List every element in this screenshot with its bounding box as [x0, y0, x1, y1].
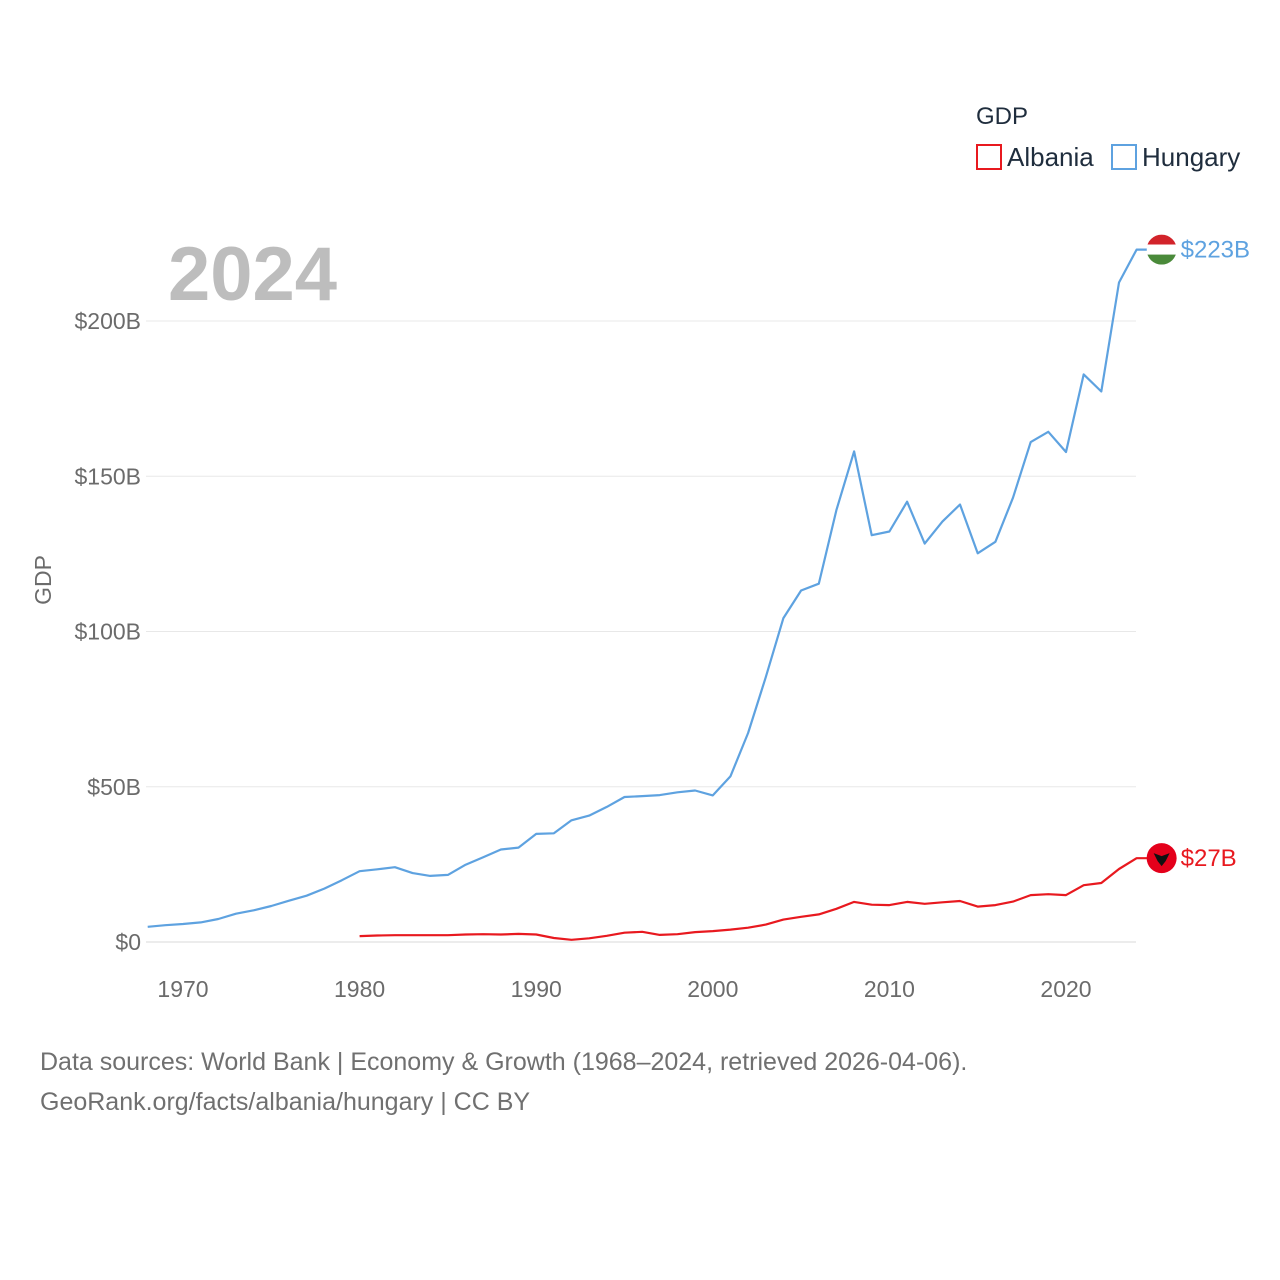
y-axis-ticks: $0 $50B $100B $150B $200B — [74, 308, 141, 955]
source-footer: Data sources: World Bank | Economy & Gro… — [40, 1042, 967, 1122]
y-tick-label: $50B — [87, 774, 141, 800]
legend: GDP Albania Hungary — [976, 103, 1240, 172]
source-line: Data sources: World Bank | Economy & Gro… — [40, 1048, 968, 1076]
legend-label-albania: Albania — [1007, 142, 1094, 172]
x-tick-label: 1990 — [511, 976, 562, 1002]
x-axis-ticks: 1970 1980 1990 2000 2010 2020 — [157, 976, 1091, 1002]
grid-lines — [146, 320, 1136, 943]
legend-item-albania[interactable]: Albania — [976, 142, 1094, 172]
y-tick-label: $200B — [74, 308, 141, 334]
x-tick-label: 2000 — [687, 976, 738, 1002]
y-tick-label: $100B — [74, 619, 141, 645]
legend-title: GDP — [976, 103, 1028, 130]
y-axis-label: GDP — [30, 555, 56, 605]
x-tick-label: 1980 — [334, 976, 385, 1002]
end-label-hungary: $223B — [1181, 237, 1250, 264]
year-overlay: 2024 — [168, 232, 337, 317]
series-line-albania — [359, 857, 1148, 941]
legend-swatch-albania — [976, 144, 1002, 170]
series-line-hungary — [147, 248, 1148, 928]
x-tick-label: 2010 — [864, 976, 915, 1002]
legend-swatch-hungary — [1111, 144, 1137, 170]
x-tick-label: 1970 — [157, 976, 208, 1002]
attribution-line[interactable]: GeoRank.org/facts/albania/hungary | CC B… — [40, 1088, 531, 1116]
hungary-flag-icon — [1146, 234, 1177, 265]
y-tick-label: $0 — [115, 929, 141, 955]
series-lines — [147, 248, 1148, 941]
end-labels: $27B $223B — [1146, 234, 1250, 874]
legend-label-hungary: Hungary — [1142, 142, 1240, 172]
end-label-albania: $27B — [1181, 845, 1237, 872]
y-tick-label: $150B — [74, 463, 141, 489]
x-tick-label: 2020 — [1040, 976, 1091, 1002]
albania-flag-icon — [1146, 843, 1177, 874]
legend-item-hungary[interactable]: Hungary — [1111, 142, 1240, 172]
